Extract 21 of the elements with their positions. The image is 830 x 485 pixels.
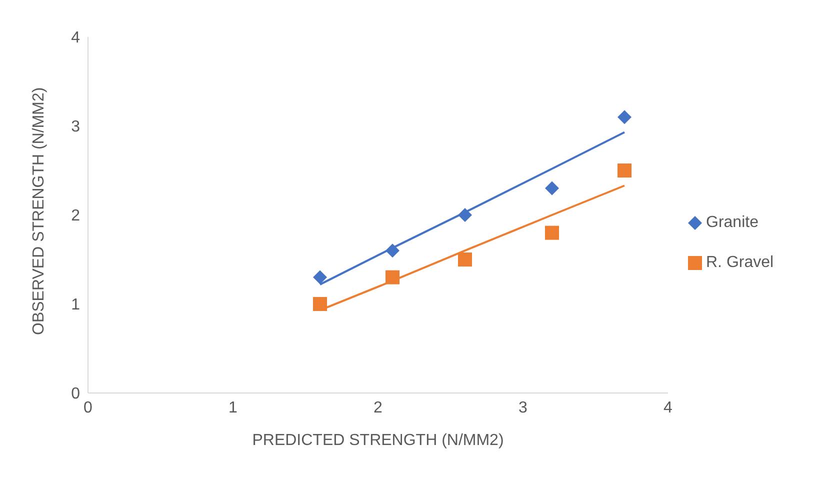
y-tick-label: 1	[71, 296, 80, 314]
point	[545, 225, 559, 240]
point	[618, 110, 632, 124]
point	[618, 163, 632, 177]
point	[545, 180, 559, 195]
point	[313, 270, 327, 284]
point	[458, 252, 472, 266]
x-tick-label: 0	[84, 398, 93, 416]
legend-label: R. Gravel	[706, 254, 774, 272]
x-tick-label: 3	[518, 398, 528, 416]
legend-label: Granite	[706, 214, 758, 232]
y-tick-label: 0	[71, 385, 80, 402]
y-axis-title: OBSERVED STRENGTH (N/MM2)	[30, 86, 48, 334]
point	[313, 296, 327, 310]
y-tick-label: 4	[71, 29, 80, 46]
x-tick-label: 1	[228, 398, 238, 416]
x-tick-label: 2	[374, 398, 383, 416]
x-tick-label: 4	[664, 398, 673, 416]
x-axis-title: PREDICTED STRENGTH (N/MM2)	[252, 432, 504, 448]
y-tick-label: 3	[71, 118, 80, 136]
y-tick-label: 2	[71, 207, 80, 224]
